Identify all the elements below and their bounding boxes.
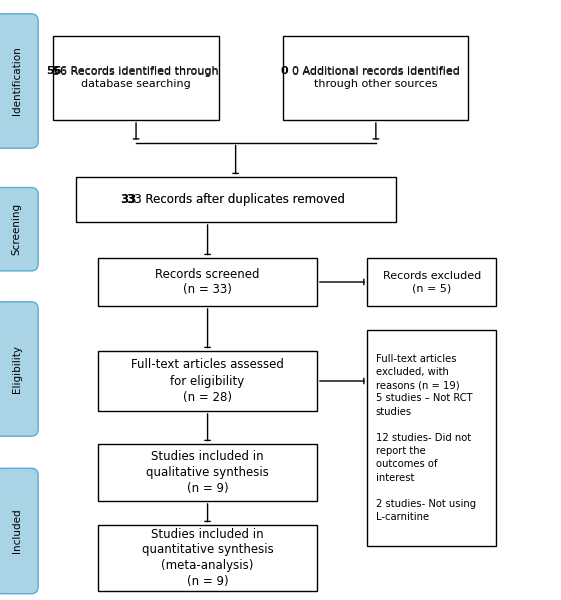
FancyBboxPatch shape — [367, 330, 496, 546]
Text: 0 Additional records identified: 0 Additional records identified — [292, 66, 460, 76]
FancyBboxPatch shape — [0, 187, 38, 271]
FancyBboxPatch shape — [98, 351, 317, 411]
FancyBboxPatch shape — [283, 36, 468, 120]
Text: Full-text articles
excluded, with
reasons (n = 19)
5 studies – Not RCT
studies

: Full-text articles excluded, with reason… — [376, 354, 476, 522]
Text: 0 Additional records identified
through other sources: 0 Additional records identified through … — [292, 67, 460, 89]
Text: Eligibility: Eligibility — [12, 345, 22, 393]
Text: 56 Records identified through: 56 Records identified through — [53, 66, 219, 76]
Text: Screening: Screening — [12, 203, 22, 255]
FancyBboxPatch shape — [76, 177, 396, 222]
Text: 56 Records identified through: 56 Records identified through — [53, 66, 219, 76]
Text: Studies included in
quantitative synthesis
(meta-analysis)
(n = 9): Studies included in quantitative synthes… — [142, 527, 273, 589]
FancyBboxPatch shape — [98, 525, 317, 591]
Text: 33: 33 — [121, 193, 137, 206]
Text: Records screened
(n = 33): Records screened (n = 33) — [155, 268, 260, 296]
Text: 33 Records after duplicates removed: 33 Records after duplicates removed — [127, 193, 344, 206]
FancyBboxPatch shape — [0, 468, 38, 594]
Text: 56 Records identified through
database searching: 56 Records identified through database s… — [53, 67, 219, 89]
FancyBboxPatch shape — [98, 444, 317, 501]
Text: Included: Included — [12, 509, 22, 553]
FancyBboxPatch shape — [367, 258, 496, 306]
Text: 33 Records after duplicates removed: 33 Records after duplicates removed — [127, 193, 344, 206]
Text: Full-text articles assessed
for eligibility
(n = 28): Full-text articles assessed for eligibil… — [131, 358, 284, 403]
Text: Studies included in
qualitative synthesis
(n = 9): Studies included in qualitative synthesi… — [146, 450, 269, 495]
Text: 56: 56 — [46, 66, 61, 76]
FancyBboxPatch shape — [53, 36, 219, 120]
Text: Records excluded
(n = 5): Records excluded (n = 5) — [383, 271, 481, 293]
Text: 0 Additional records identified: 0 Additional records identified — [292, 66, 460, 76]
FancyBboxPatch shape — [0, 302, 38, 436]
FancyBboxPatch shape — [0, 14, 38, 148]
Text: 33 Records after duplicates removed: 33 Records after duplicates removed — [127, 193, 344, 206]
Text: Identification: Identification — [12, 47, 22, 115]
FancyBboxPatch shape — [98, 258, 317, 306]
Text: 0: 0 — [280, 66, 288, 76]
